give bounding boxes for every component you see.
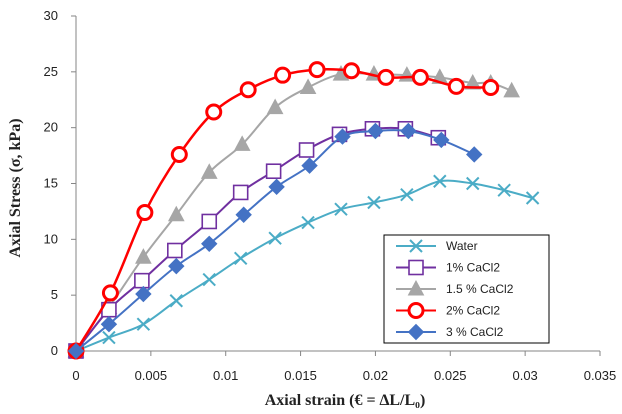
data-point-2-cacl2 xyxy=(170,145,188,163)
legend-marker xyxy=(409,239,423,253)
data-point-3-cacl2 xyxy=(301,157,318,174)
data-point-3-cacl2 xyxy=(201,235,218,253)
legend-label: 2% CaCl2 xyxy=(446,304,500,318)
data-point-1-cacl2 xyxy=(201,213,218,230)
legend-label: 1% CaCl2 xyxy=(446,261,500,275)
x-tick-label: 0.025 xyxy=(434,368,467,383)
legend-item-3-cacl2: 3 % CaCl2 xyxy=(396,323,504,341)
legend-label: 1.5 % CaCl2 xyxy=(446,282,514,296)
x-tick-label: 0.03 xyxy=(512,368,537,383)
data-point-1-cacl2 xyxy=(232,184,249,201)
y-axis-tick-labels: 0 5 10 15 20 25 30 xyxy=(44,8,58,358)
x-tick-label: 0.035 xyxy=(584,368,617,383)
x-axis-tick-labels: 0 0.005 0.01 0.015 0.02 0.025 0.03 0.035 xyxy=(72,368,616,383)
data-point-3-cacl2 xyxy=(466,146,483,163)
data-point-2-cacl2 xyxy=(411,68,429,86)
series-water xyxy=(69,174,540,358)
legend-label: Water xyxy=(446,239,478,253)
legend-item-1-5-cacl2: 1.5 % CaCl2 xyxy=(396,279,514,296)
legend-marker xyxy=(407,302,425,319)
x-tick-label: 0.015 xyxy=(284,368,317,383)
data-point-3-cacl2 xyxy=(334,128,351,145)
data-point-3-cacl2 xyxy=(400,122,417,140)
data-point-water xyxy=(466,176,480,191)
data-point-water xyxy=(202,272,216,287)
series-layer xyxy=(67,61,540,360)
data-point-1-cacl2 xyxy=(265,163,282,180)
data-point-2-cacl2 xyxy=(274,66,292,84)
data-point-3-cacl2 xyxy=(367,122,384,140)
data-point-water xyxy=(136,317,151,331)
data-point-2-cacl2 xyxy=(308,61,326,79)
x-axis-title: Axial strain (€ = ∆L/L₀) xyxy=(265,392,426,409)
data-point-2-cacl2 xyxy=(101,284,119,302)
data-point-2-cacl2 xyxy=(239,81,257,99)
x-tick-label: 0.005 xyxy=(135,368,168,383)
data-point-water xyxy=(400,187,414,202)
legend-marker xyxy=(407,279,425,296)
data-point-water xyxy=(367,195,381,210)
data-point-water xyxy=(497,183,511,197)
data-point-2-cacl2 xyxy=(377,68,395,86)
data-point-water xyxy=(102,330,116,345)
data-point-3-cacl2 xyxy=(135,285,152,303)
y-tick-label: 20 xyxy=(44,120,58,135)
data-point-1-5-cacl2 xyxy=(299,78,317,94)
data-point-3-cacl2 xyxy=(168,257,185,275)
data-point-3-cacl2 xyxy=(100,315,118,333)
data-point-1-5-cacl2 xyxy=(200,163,218,179)
data-point-water xyxy=(169,294,184,308)
data-point-1-cacl2 xyxy=(134,272,150,289)
data-point-2-cacl2 xyxy=(205,103,223,121)
data-point-1-5-cacl2 xyxy=(266,98,284,115)
data-point-water xyxy=(301,215,315,230)
x-tick-label: 0.02 xyxy=(363,368,388,383)
y-tick-label: 0 xyxy=(51,343,58,358)
data-point-water xyxy=(433,174,447,188)
y-tick-label: 10 xyxy=(44,231,58,246)
y-tick-label: 5 xyxy=(51,287,58,302)
data-point-water xyxy=(525,191,540,205)
data-point-1-5-cacl2 xyxy=(233,135,251,151)
data-point-water xyxy=(233,251,248,266)
series-3-cacl2 xyxy=(67,122,483,360)
data-point-1-5-cacl2 xyxy=(167,205,185,222)
y-tick-label: 25 xyxy=(44,64,58,79)
data-point-2-cacl2 xyxy=(342,62,360,80)
y-axis-title: Axial Stress (σ, kPa) xyxy=(7,118,24,257)
legend-marker xyxy=(408,259,424,276)
data-point-water xyxy=(268,231,282,245)
data-point-3-cacl2 xyxy=(235,206,252,223)
data-point-1-cacl2 xyxy=(298,142,315,158)
data-point-water xyxy=(334,202,348,216)
x-tick-label: 0 xyxy=(72,368,79,383)
legend: Water 1% CaCl2 1.5 % CaCl2 2% CaCl2 3 % CaCl… xyxy=(383,234,550,344)
data-point-1-5-cacl2 xyxy=(135,248,152,264)
data-point-1-5-cacl2 xyxy=(503,81,521,98)
data-point-2-cacl2 xyxy=(136,204,154,222)
data-point-3-cacl2 xyxy=(433,131,450,149)
data-point-2-cacl2 xyxy=(482,78,500,96)
data-point-1-cacl2 xyxy=(167,242,183,259)
axes xyxy=(71,15,601,356)
legend-item-2-cacl2: 2% CaCl2 xyxy=(396,302,500,319)
legend-label: 3 % CaCl2 xyxy=(446,325,504,339)
y-tick-label: 15 xyxy=(44,176,58,191)
data-point-1-5-cacl2 xyxy=(464,73,482,90)
data-point-3-cacl2 xyxy=(67,342,85,360)
data-point-2-cacl2 xyxy=(447,77,465,95)
data-point-3-cacl2 xyxy=(268,178,285,196)
y-tick-label: 30 xyxy=(44,8,58,23)
legend-marker xyxy=(407,323,425,341)
x-tick-label: 0.01 xyxy=(213,368,238,383)
legend-item-water: Water xyxy=(396,239,478,253)
legend-item-1-cacl2: 1% CaCl2 xyxy=(396,259,500,276)
